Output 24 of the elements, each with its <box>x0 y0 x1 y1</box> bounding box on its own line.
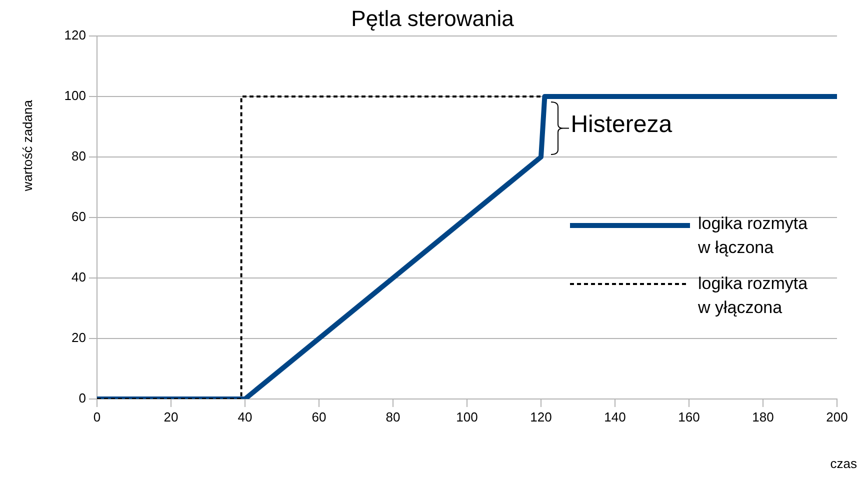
y-tick-label: 60 <box>72 209 86 224</box>
y-axis-title: wartość zadana <box>20 100 35 192</box>
y-tick-label: 20 <box>72 330 86 346</box>
y-tick-label: 120 <box>64 28 86 43</box>
annotation: Histereza <box>570 110 672 139</box>
chart-title: Pętla sterowania <box>351 6 514 31</box>
y-tick-label: 100 <box>64 88 86 104</box>
x-tick-label: 200 <box>826 409 848 424</box>
y-tick-label: 0 <box>78 390 86 406</box>
legend-label: logika rozmyta w yłączona <box>698 273 809 319</box>
x-tick-label: 120 <box>530 409 552 424</box>
y-tick-label: 40 <box>72 270 86 285</box>
x-tick-label: 180 <box>752 409 774 424</box>
x-tick-label: 80 <box>386 409 400 424</box>
x-tick-label: 60 <box>312 409 326 424</box>
x-tick-label: 40 <box>238 409 252 424</box>
x-tick-label: 100 <box>456 409 478 424</box>
x-axis-title: czas <box>830 456 857 471</box>
x-tick-label: 0 <box>93 409 101 424</box>
x-tick-label: 160 <box>678 409 700 424</box>
x-tick-label: 140 <box>604 409 626 424</box>
legend-label: logika rozmyta w łączona <box>698 213 809 259</box>
y-tick-label: 80 <box>72 148 86 164</box>
x-tick-label: 20 <box>164 409 178 424</box>
